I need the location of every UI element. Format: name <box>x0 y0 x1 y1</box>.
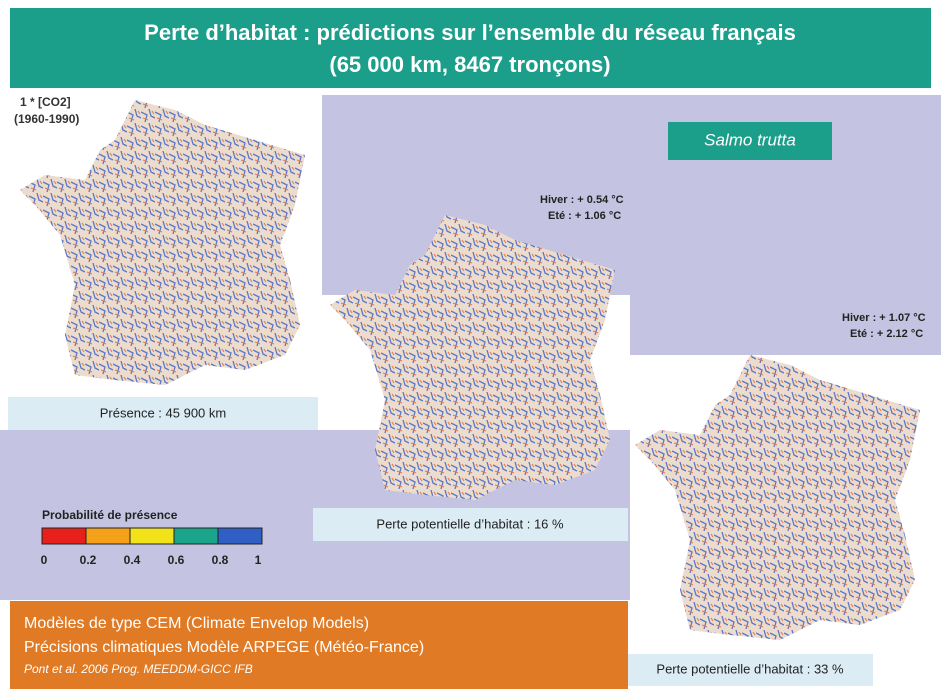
legend-title: Probabilité de présence <box>42 508 178 522</box>
title: (65 000 km, 8467 tronçons) <box>329 52 610 77</box>
legend-tick: 0.8 <box>212 553 229 567</box>
legend-swatch <box>218 528 262 544</box>
caption: Présence : 45 900 km <box>100 405 226 420</box>
legend-tick: 1 <box>255 553 262 567</box>
footer-reference: Pont et al. 2006 Prog. MEEDDM-GICC IFB <box>24 662 253 676</box>
caption: Perte potentielle d’habitat : 33 % <box>656 661 844 676</box>
lavender-panel <box>630 295 941 355</box>
legend-swatch <box>42 528 86 544</box>
map-label: Eté : + 2.12 °C <box>850 328 923 340</box>
legend-swatch <box>130 528 174 544</box>
legend-tick: 0.2 <box>80 553 97 567</box>
map-label: (1960-1990) <box>14 112 79 126</box>
legend-tick: 0 <box>41 553 48 567</box>
footer-line: Modèles de type CEM (Climate Envelop Mod… <box>24 615 369 632</box>
legend-tick: 0.6 <box>168 553 185 567</box>
footer-line: Précisions climatiques Modèle ARPEGE (Mé… <box>24 639 424 656</box>
legend-swatch <box>86 528 130 544</box>
map-label: Hiver : + 0.54 °C <box>540 194 624 206</box>
map-label: 1 * [CO2] <box>20 95 71 109</box>
map-label: Hiver : + 1.07 °C <box>842 312 926 324</box>
page: Perte d’habitat : prédictions sur l’ense… <box>0 0 941 697</box>
slide: Perte d’habitat : prédictions sur l’ense… <box>0 0 941 697</box>
legend-tick: 0.4 <box>124 553 141 567</box>
title: Perte d’habitat : prédictions sur l’ense… <box>144 20 796 45</box>
caption: Perte potentielle d’habitat : 16 % <box>376 516 564 531</box>
species: Salmo trutta <box>704 130 796 149</box>
map-label: Eté : + 1.06 °C <box>548 210 621 222</box>
legend-swatch <box>174 528 218 544</box>
